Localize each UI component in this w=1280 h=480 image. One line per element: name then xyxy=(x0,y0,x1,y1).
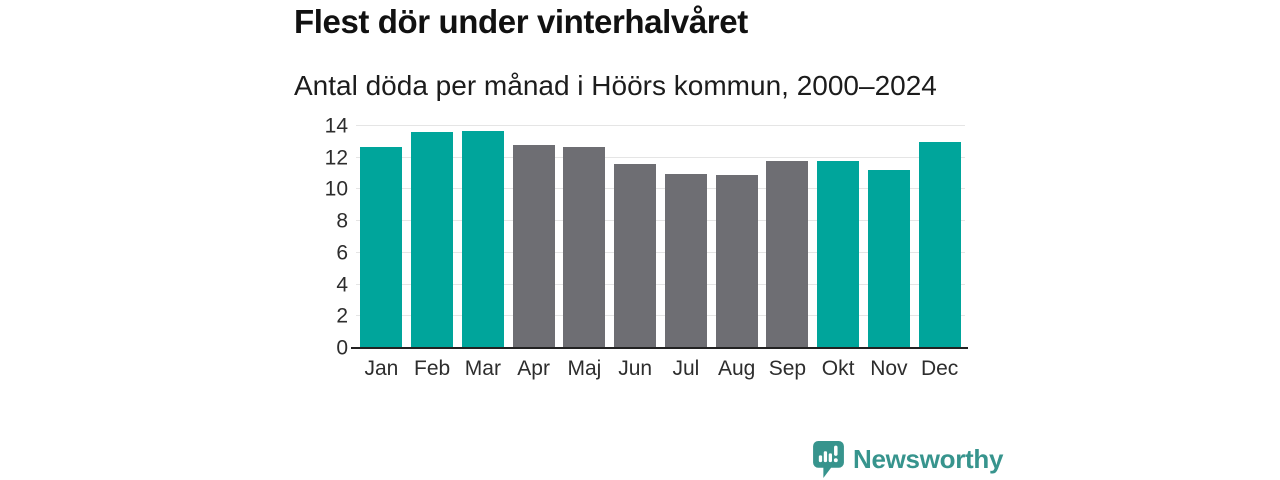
gridline-14 xyxy=(356,125,965,126)
bar-slot-mar xyxy=(458,126,509,348)
bar-slot-jan xyxy=(356,126,407,348)
x-tick-label-jul: Jul xyxy=(672,357,700,380)
y-tick-label-6: 6 xyxy=(336,241,348,265)
x-tick-label-nov: Nov xyxy=(870,357,908,380)
gridline-6 xyxy=(356,251,965,253)
bar-slot-aug xyxy=(711,126,762,348)
bar-maj xyxy=(563,146,606,348)
x-tick-label-okt: Okt xyxy=(821,357,855,380)
bar-jul xyxy=(664,173,707,348)
y-tick-label-0: 0 xyxy=(336,336,348,360)
gridline-4 xyxy=(356,283,965,285)
x-tick-label-jan: Jan xyxy=(364,357,399,380)
x-tick-label-apr: Apr xyxy=(517,357,550,380)
bar-slot-feb xyxy=(407,126,458,348)
x-tick-label-sep: Sep xyxy=(768,357,807,380)
gridline-2 xyxy=(356,315,965,317)
bar-aug xyxy=(715,175,758,348)
bar-sep xyxy=(766,160,809,348)
plot-area xyxy=(356,125,965,348)
x-tick-label-dec: Dec xyxy=(920,357,959,380)
bar-slot-nov xyxy=(864,126,915,348)
bar-jun xyxy=(614,164,657,348)
gridline-12 xyxy=(356,156,965,158)
x-tick-label-jun: Jun xyxy=(618,357,653,380)
gridline-8 xyxy=(356,220,965,222)
x-axis-line xyxy=(351,347,968,349)
bar-okt xyxy=(817,160,860,348)
gridline-10 xyxy=(356,188,965,190)
bar-slot-sep xyxy=(762,126,813,348)
bar-slot-maj xyxy=(559,126,610,348)
x-tick-label-maj: Maj xyxy=(567,357,602,380)
y-tick-label-2: 2 xyxy=(336,304,348,328)
y-tick-label-4: 4 xyxy=(336,273,348,297)
x-tick-label-mar: Mar xyxy=(464,357,501,380)
bar-feb xyxy=(411,132,454,348)
y-tick-label-12: 12 xyxy=(324,146,348,170)
y-tick-label-14: 14 xyxy=(324,114,348,138)
bar-slot-dec xyxy=(914,126,965,348)
x-axis: Jan Feb Mar Apr Maj Jun Jul Aug Sep Okt Nov Dec xyxy=(356,357,965,381)
bar-nov xyxy=(867,170,910,348)
bar-jan xyxy=(360,146,403,348)
bar-slot-jun xyxy=(610,126,661,348)
bar-mar xyxy=(461,130,504,348)
chart-subtitle: Antal döda per månad i Höörs kommun, 200… xyxy=(294,70,937,101)
newsworthy-logo: Newsworthy xyxy=(813,441,1003,478)
newsworthy-logo-text: Newsworthy xyxy=(853,444,1004,474)
chart-title: Flest dör under vinterhalvåret xyxy=(294,3,748,40)
y-axis: 0 2 4 6 8 10 12 14 xyxy=(298,116,348,359)
bar-slot-okt xyxy=(813,126,864,348)
bar-slot-apr xyxy=(508,126,559,348)
y-tick-label-10: 10 xyxy=(324,177,348,201)
bar-chart-speech-bubble-icon xyxy=(813,441,844,478)
y-tick-label-8: 8 xyxy=(336,209,348,233)
x-tick-label-aug: Aug xyxy=(717,357,756,380)
bar-apr xyxy=(512,145,555,348)
bar-slot-jul xyxy=(661,126,712,348)
bar-dec xyxy=(918,141,961,348)
x-tick-label-feb: Feb xyxy=(414,357,451,380)
bar-series xyxy=(356,126,965,348)
